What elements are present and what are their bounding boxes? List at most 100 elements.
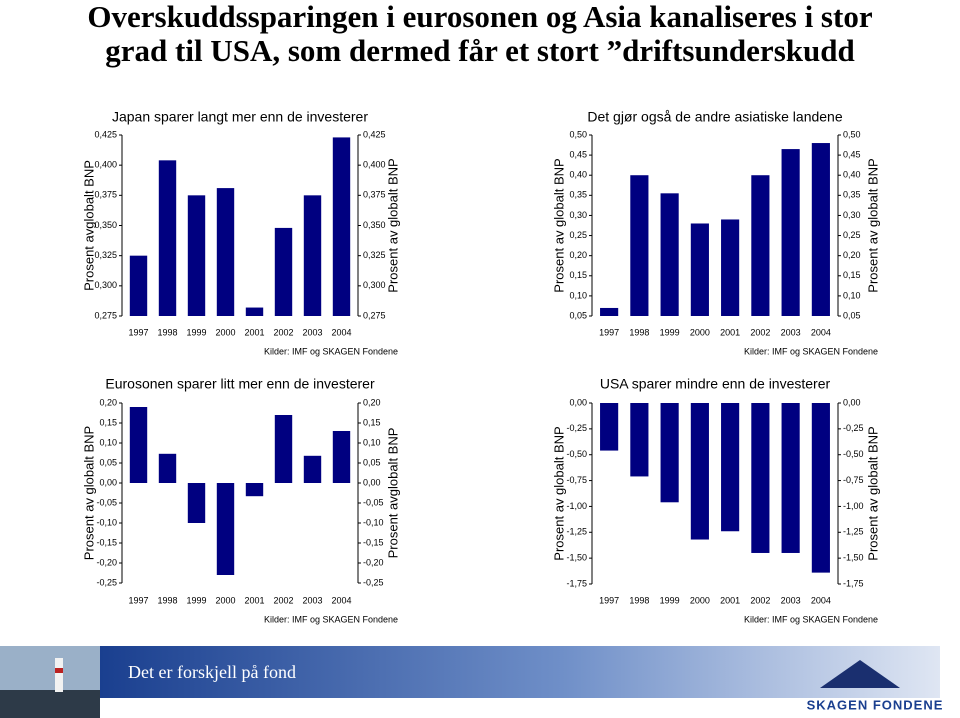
y-tick-label: 0,00 [99,477,117,487]
y2-tick-label: 0,50 [843,129,861,139]
y-tick-label: 0,400 [94,160,117,170]
bar [303,195,322,316]
y2-tick-label: -0,50 [843,449,864,459]
y2-tick-label: -0,10 [363,517,384,527]
y-tick-label: 0,425 [94,129,117,139]
y-tick-label: -1,75 [566,578,587,588]
bar [245,483,264,497]
y2-tick-label: 0,350 [363,220,386,230]
x-tick-label: 2001 [720,595,740,605]
x-tick-label: 1997 [599,327,619,337]
bar [690,403,709,540]
y2-axis-label: Prosent avglobalt BNP [385,428,400,559]
y-tick-label: -0,20 [96,557,117,567]
bar [721,403,740,532]
x-tick-label: 2002 [273,327,293,337]
y2-axis-label: Prosent av globalt BNP [385,158,400,292]
bar [600,307,619,316]
x-tick-label: 2004 [331,595,351,605]
y2-axis-label: Prosent av globalt BNP [865,158,880,292]
y2-axis-label: Prosent av globalt BNP [865,426,880,560]
x-tick-label: 1999 [660,595,680,605]
y-tick-label: 0,35 [569,190,587,200]
y2-tick-label: -0,75 [843,475,864,485]
y2-tick-label: -0,05 [363,497,384,507]
y2-tick-label: -0,25 [843,423,864,433]
y-tick-label: -0,05 [96,497,117,507]
x-tick-label: 1999 [186,595,206,605]
bar [158,453,177,483]
logo-mark [820,660,900,688]
slide-title: Overskuddssparingen i eurosonen og Asia … [87,0,872,34]
source: Kilder: IMF og SKAGEN Fondene [744,614,878,624]
y2-tick-label: -0,15 [363,537,384,547]
y-tick-label: 0,15 [99,417,117,427]
source: Kilder: IMF og SKAGEN Fondene [744,346,878,356]
bar [600,403,619,451]
y2-tick-label: 0,45 [843,149,861,159]
x-tick-label: 2004 [331,327,351,337]
x-tick-label: 1997 [128,327,148,337]
y-axis-label: Prosent av globalt BNP [81,426,96,560]
x-tick-label: 1999 [660,327,680,337]
y-tick-label: -0,15 [96,537,117,547]
bar [245,307,264,316]
x-tick-label: 2004 [811,327,831,337]
x-tick-label: 2000 [690,595,710,605]
x-tick-label: 2004 [811,595,831,605]
y2-tick-label: -0,20 [363,557,384,567]
y-tick-label: 0,350 [94,220,117,230]
y2-tick-label: 0,05 [843,310,861,320]
y-tick-label: 0,05 [99,457,117,467]
y-tick-label: -1,00 [566,501,587,511]
y-tick-label: 0,25 [569,230,587,240]
slide-title: grad til USA, som dermed får et stort ”d… [105,33,854,68]
bar [811,403,830,573]
bar [660,403,679,503]
y2-tick-label: 0,40 [843,170,861,180]
y-axis-label: Prosent avglobalt BNP [81,160,96,291]
y2-tick-label: 0,30 [843,210,861,220]
y2-tick-label: -1,75 [843,578,864,588]
x-tick-label: 2000 [215,327,235,337]
y2-tick-label: 0,15 [363,417,381,427]
y-tick-label: 0,275 [94,310,117,320]
x-tick-label: 2001 [720,327,740,337]
y2-tick-label: -1,00 [843,501,864,511]
y-tick-label: -0,10 [96,517,117,527]
x-tick-label: 2000 [690,327,710,337]
bar [630,403,649,477]
y-tick-label: 0,00 [569,397,587,407]
y2-tick-label: 0,275 [363,310,386,320]
bar [274,415,293,483]
x-tick-label: 2003 [781,595,801,605]
bar [721,219,740,316]
y-tick-label: -1,50 [566,553,587,563]
bar [751,175,770,316]
bar [158,160,177,316]
y2-tick-label: 0,400 [363,160,386,170]
y-tick-label: 0,325 [94,250,117,260]
bar [690,223,709,316]
bar [811,143,830,316]
y-tick-label: 0,15 [569,270,587,280]
y2-tick-label: 0,10 [363,437,381,447]
bar [129,407,148,483]
bar [216,483,235,575]
x-tick-label: 2002 [750,327,770,337]
bar [216,188,235,316]
y-tick-label: -1,25 [566,527,587,537]
x-tick-label: 2003 [302,327,322,337]
y-tick-label: 0,10 [569,290,587,300]
y2-tick-label: 0,00 [843,397,861,407]
x-tick-label: 2001 [244,595,264,605]
bar [187,483,206,523]
y2-tick-label: 0,15 [843,270,861,280]
x-tick-label: 2000 [215,595,235,605]
y2-tick-label: 0,10 [843,290,861,300]
x-tick-label: 2001 [244,327,264,337]
bar [332,431,351,483]
x-tick-label: 2002 [273,595,293,605]
y-tick-label: -0,25 [96,577,117,587]
